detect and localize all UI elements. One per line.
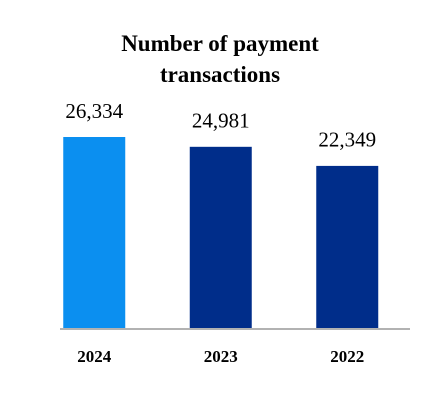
- x-tick-label: 2024: [77, 347, 112, 366]
- x-tick-label: 2023: [204, 347, 238, 366]
- x-tick-label: 2022: [330, 347, 364, 366]
- value-label: 26,334: [65, 99, 123, 123]
- bar: [316, 165, 379, 328]
- bar: [189, 146, 252, 328]
- value-label: 24,981: [192, 109, 250, 133]
- value-label: 22,349: [318, 128, 376, 152]
- chart-title: Number of payment transactions: [121, 31, 319, 87]
- bar: [63, 137, 126, 328]
